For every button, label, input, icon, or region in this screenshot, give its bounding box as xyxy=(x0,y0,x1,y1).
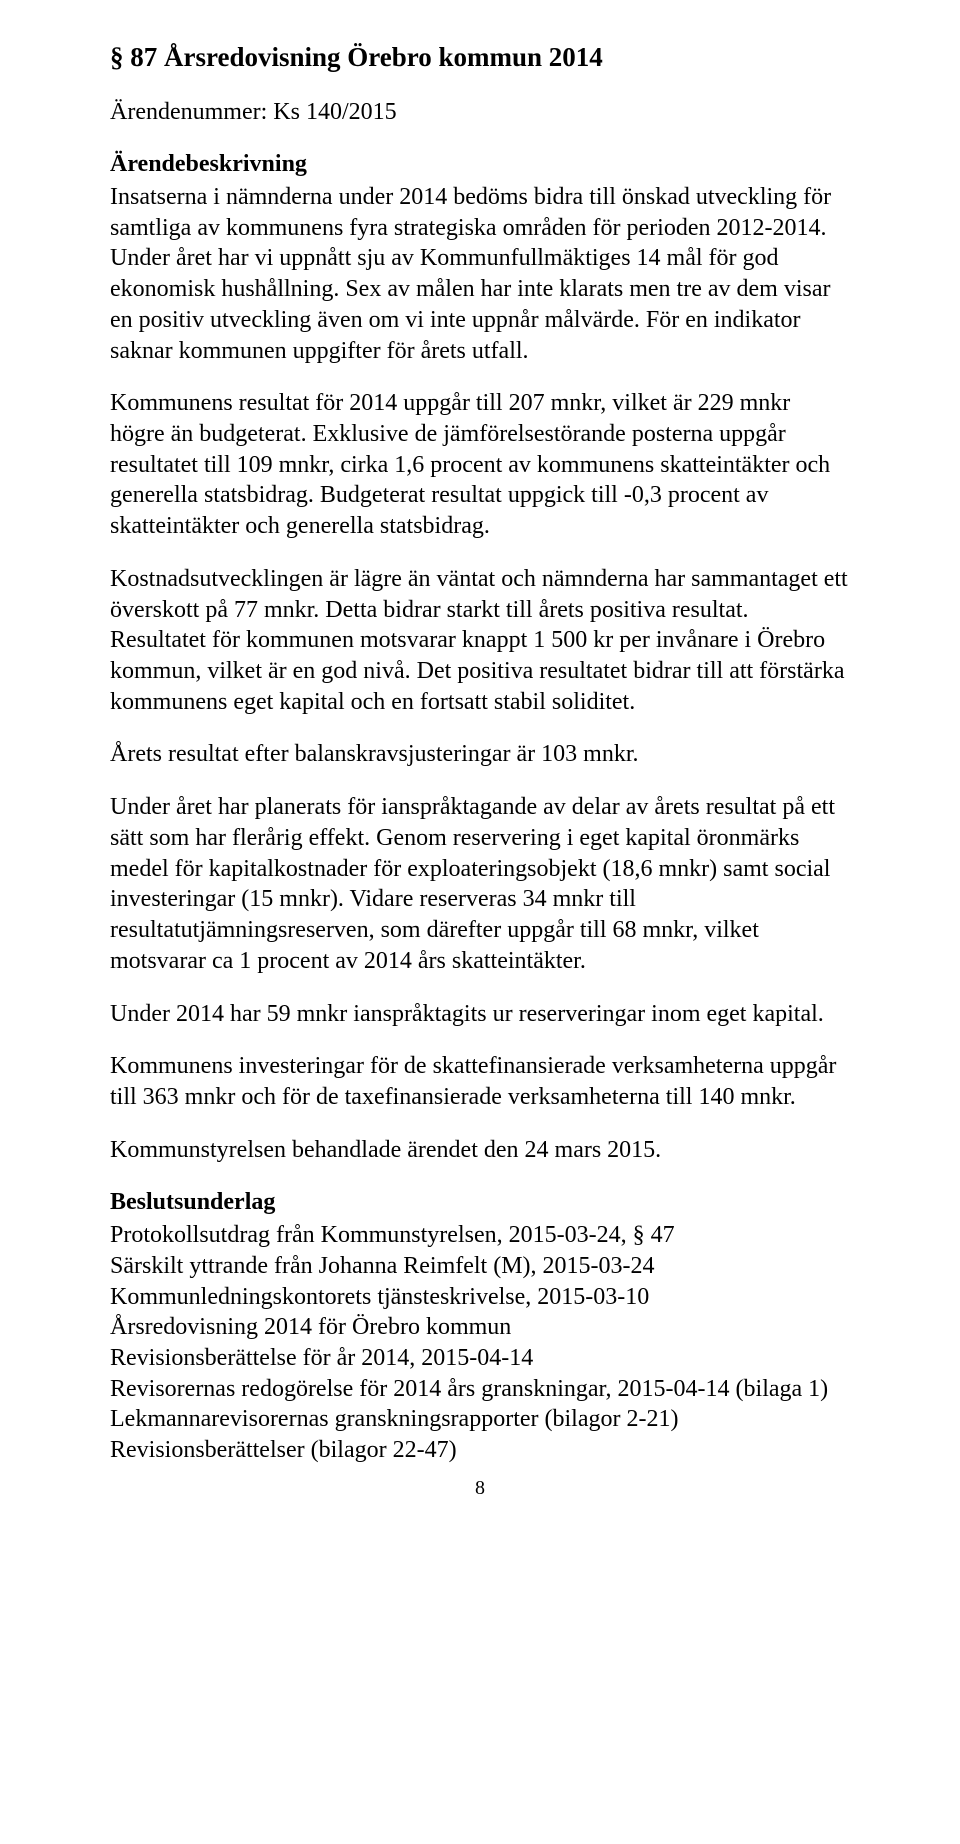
paragraph: Under året har planerats för ianspråktag… xyxy=(110,792,850,976)
list-item: Revisionsberättelse för år 2014, 2015-04… xyxy=(110,1343,850,1374)
document-page: § 87 Årsredovisning Örebro kommun 2014 Ä… xyxy=(0,0,960,1844)
section-heading-basis: Beslutsunderlag xyxy=(110,1187,850,1218)
paragraph: Kostnadsutvecklingen är lägre än väntat … xyxy=(110,564,850,718)
paragraph: Under 2014 har 59 mnkr ianspråktagits ur… xyxy=(110,999,850,1030)
paragraph: Kommunens investeringar för de skattefin… xyxy=(110,1051,850,1112)
section-heading-description: Ärendebeskrivning xyxy=(110,149,850,180)
page-number: 8 xyxy=(110,1476,850,1502)
list-item: Lekmannarevisorernas granskningsrapporte… xyxy=(110,1404,850,1435)
page-title: § 87 Årsredovisning Örebro kommun 2014 xyxy=(110,40,850,75)
list-item: Revisorernas redogörelse för 2014 års gr… xyxy=(110,1374,850,1405)
list-item: Årsredovisning 2014 för Örebro kommun xyxy=(110,1312,850,1343)
paragraph: Insatserna i nämnderna under 2014 bedöms… xyxy=(110,182,850,366)
paragraph: Årets resultat efter balanskravsjusterin… xyxy=(110,739,850,770)
list-item: Revisionsberättelser (bilagor 22-47) xyxy=(110,1435,850,1466)
paragraph: Kommunens resultat för 2014 uppgår till … xyxy=(110,388,850,542)
list-item: Protokollsutdrag från Kommunstyrelsen, 2… xyxy=(110,1220,850,1251)
paragraph: Kommunstyrelsen behandlade ärendet den 2… xyxy=(110,1135,850,1166)
list-item: Särskilt yttrande från Johanna Reimfelt … xyxy=(110,1251,850,1282)
list-item: Kommunledningskontorets tjänsteskrivelse… xyxy=(110,1282,850,1313)
case-number: Ärendenummer: Ks 140/2015 xyxy=(110,97,850,128)
